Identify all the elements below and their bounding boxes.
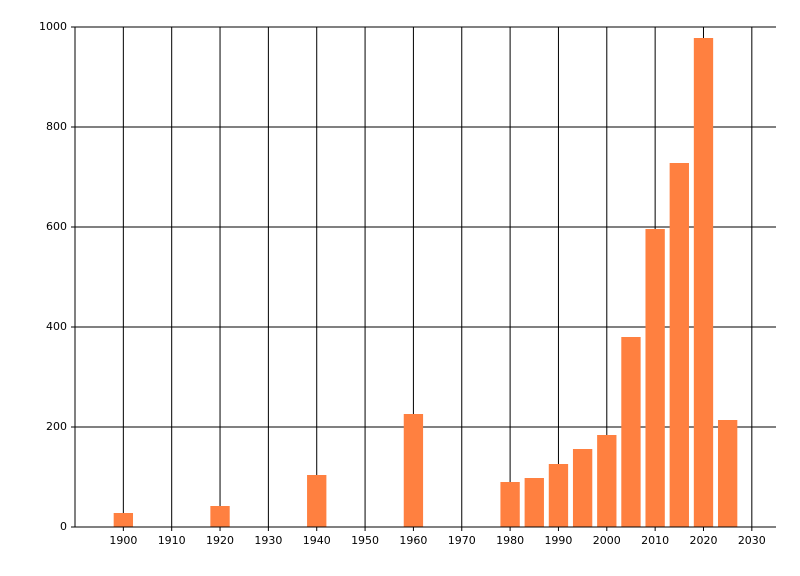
x-tick-label: 1950 bbox=[351, 534, 379, 547]
bar bbox=[210, 506, 230, 527]
bar bbox=[500, 482, 520, 527]
x-tick-label: 1930 bbox=[254, 534, 282, 547]
bar bbox=[693, 38, 714, 527]
bar bbox=[403, 414, 424, 527]
x-tick-label: 2030 bbox=[738, 534, 766, 547]
bar bbox=[597, 435, 617, 527]
y-tick-label: 0 bbox=[60, 520, 67, 533]
x-tick-label: 1940 bbox=[303, 534, 331, 547]
bar bbox=[524, 478, 544, 527]
x-tick-label: 1920 bbox=[206, 534, 234, 547]
y-tick-label: 1000 bbox=[39, 20, 67, 33]
bar bbox=[113, 513, 134, 527]
x-tick-label: 2020 bbox=[689, 534, 717, 547]
x-tick-label: 1910 bbox=[158, 534, 186, 547]
y-tick-label: 200 bbox=[46, 420, 67, 433]
x-tick-label: 2010 bbox=[641, 534, 669, 547]
bar bbox=[621, 337, 641, 527]
y-tick-label: 600 bbox=[46, 220, 67, 233]
y-tick-label: 800 bbox=[46, 120, 67, 133]
bar bbox=[307, 475, 327, 527]
bar bbox=[717, 420, 738, 527]
bar bbox=[645, 229, 665, 527]
x-tick-label: 1970 bbox=[448, 534, 476, 547]
y-tick-label: 400 bbox=[46, 320, 67, 333]
x-tick-label: 2000 bbox=[593, 534, 621, 547]
bar bbox=[572, 449, 593, 527]
x-tick-label: 1980 bbox=[496, 534, 524, 547]
bar bbox=[548, 464, 569, 527]
x-tick-label: 1960 bbox=[399, 534, 427, 547]
bar bbox=[669, 163, 689, 527]
x-tick-label: 1990 bbox=[544, 534, 572, 547]
x-tick-label: 1900 bbox=[109, 534, 137, 547]
